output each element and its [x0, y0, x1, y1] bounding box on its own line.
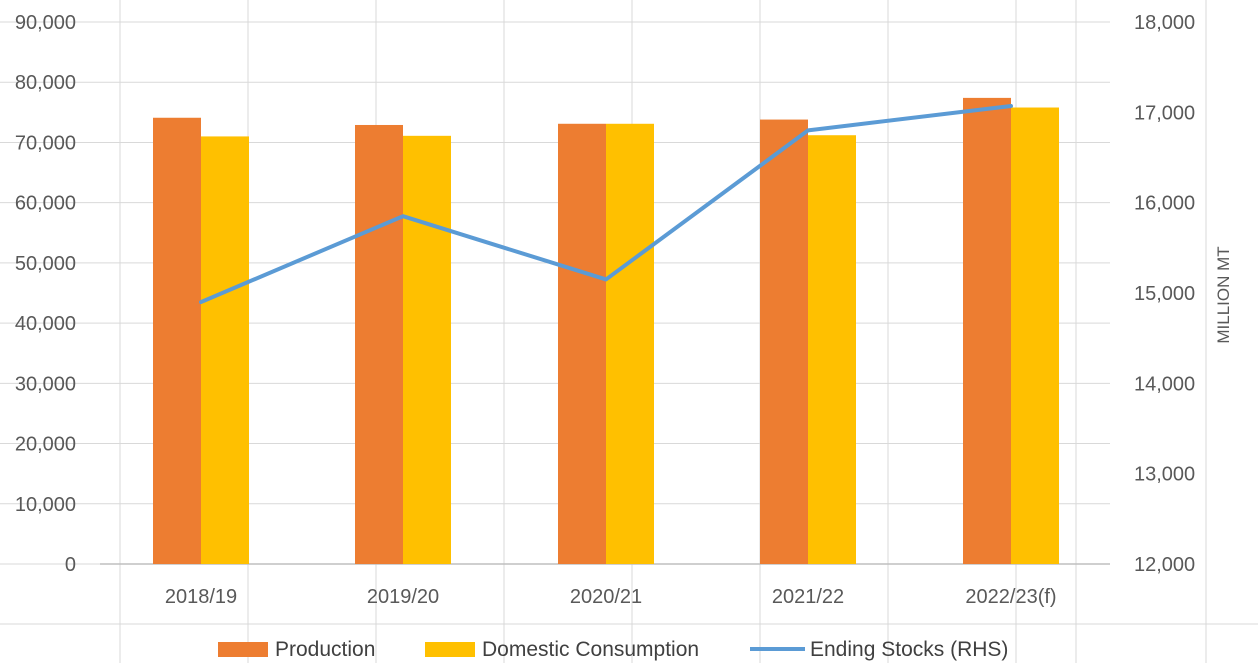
bar-production — [558, 123, 606, 564]
left-tick-label: 0 — [65, 554, 76, 576]
left-tick-label: 30,000 — [15, 373, 76, 395]
x-tick-label: 2022/23(f) — [965, 586, 1056, 608]
x-axis-ticks: 2018/19 2019/20 2020/21 2021/22 2022/23(f) — [165, 586, 1057, 608]
left-tick-label: 50,000 — [15, 253, 76, 275]
left-tick-label: 10,000 — [15, 494, 76, 516]
left-tick-label: 60,000 — [15, 193, 76, 215]
bar-domestic-consumption — [201, 136, 249, 564]
right-tick-label: 14,000 — [1134, 373, 1195, 395]
x-tick-label: 2018/19 — [165, 586, 237, 608]
legend-label: Ending Stocks (RHS) — [810, 638, 1008, 661]
right-tick-label: 12,000 — [1134, 554, 1195, 576]
right-tick-label: 15,000 — [1134, 283, 1195, 305]
bar-domestic-consumption — [403, 135, 451, 564]
bar-series — [153, 97, 1059, 565]
left-tick-label: 70,000 — [15, 132, 76, 154]
x-tick-label: 2020/21 — [570, 586, 642, 608]
bar-production — [153, 117, 201, 565]
x-tick-label: 2021/22 — [772, 586, 844, 608]
right-tick-label: 16,000 — [1134, 193, 1195, 215]
legend-label: Production — [275, 638, 375, 661]
right-axis-title: MILLION MT — [1214, 246, 1233, 343]
left-axis-ticks: 0 10,000 20,000 30,000 40,000 50,000 60,000 70,… — [15, 12, 76, 576]
bar-domestic-consumption — [606, 123, 654, 564]
left-tick-label: 40,000 — [15, 313, 76, 335]
right-tick-label: 17,000 — [1134, 102, 1195, 124]
right-axis-ticks: 12,000 13,000 14,000 15,000 16,000 17,000 18,0… — [1134, 12, 1195, 576]
left-tick-label: 80,000 — [15, 72, 76, 94]
bar-production — [355, 124, 403, 564]
bar-production — [963, 97, 1011, 564]
legend-swatch — [218, 642, 268, 657]
right-tick-label: 18,000 — [1134, 12, 1195, 34]
bar-domestic-consumption — [1011, 107, 1059, 564]
right-tick-label: 13,000 — [1134, 464, 1195, 486]
line-series — [199, 104, 1013, 305]
left-tick-label: 90,000 — [15, 12, 76, 34]
x-tick-label: 2019/20 — [367, 586, 439, 608]
bar-production — [760, 119, 808, 564]
left-tick-label: 20,000 — [15, 434, 76, 456]
legend-label: Domestic Consumption — [482, 638, 699, 661]
legend-swatch — [425, 642, 475, 657]
bar-domestic-consumption — [808, 135, 856, 564]
legend: Production Domestic Consumption Ending Sto… — [218, 638, 1008, 661]
